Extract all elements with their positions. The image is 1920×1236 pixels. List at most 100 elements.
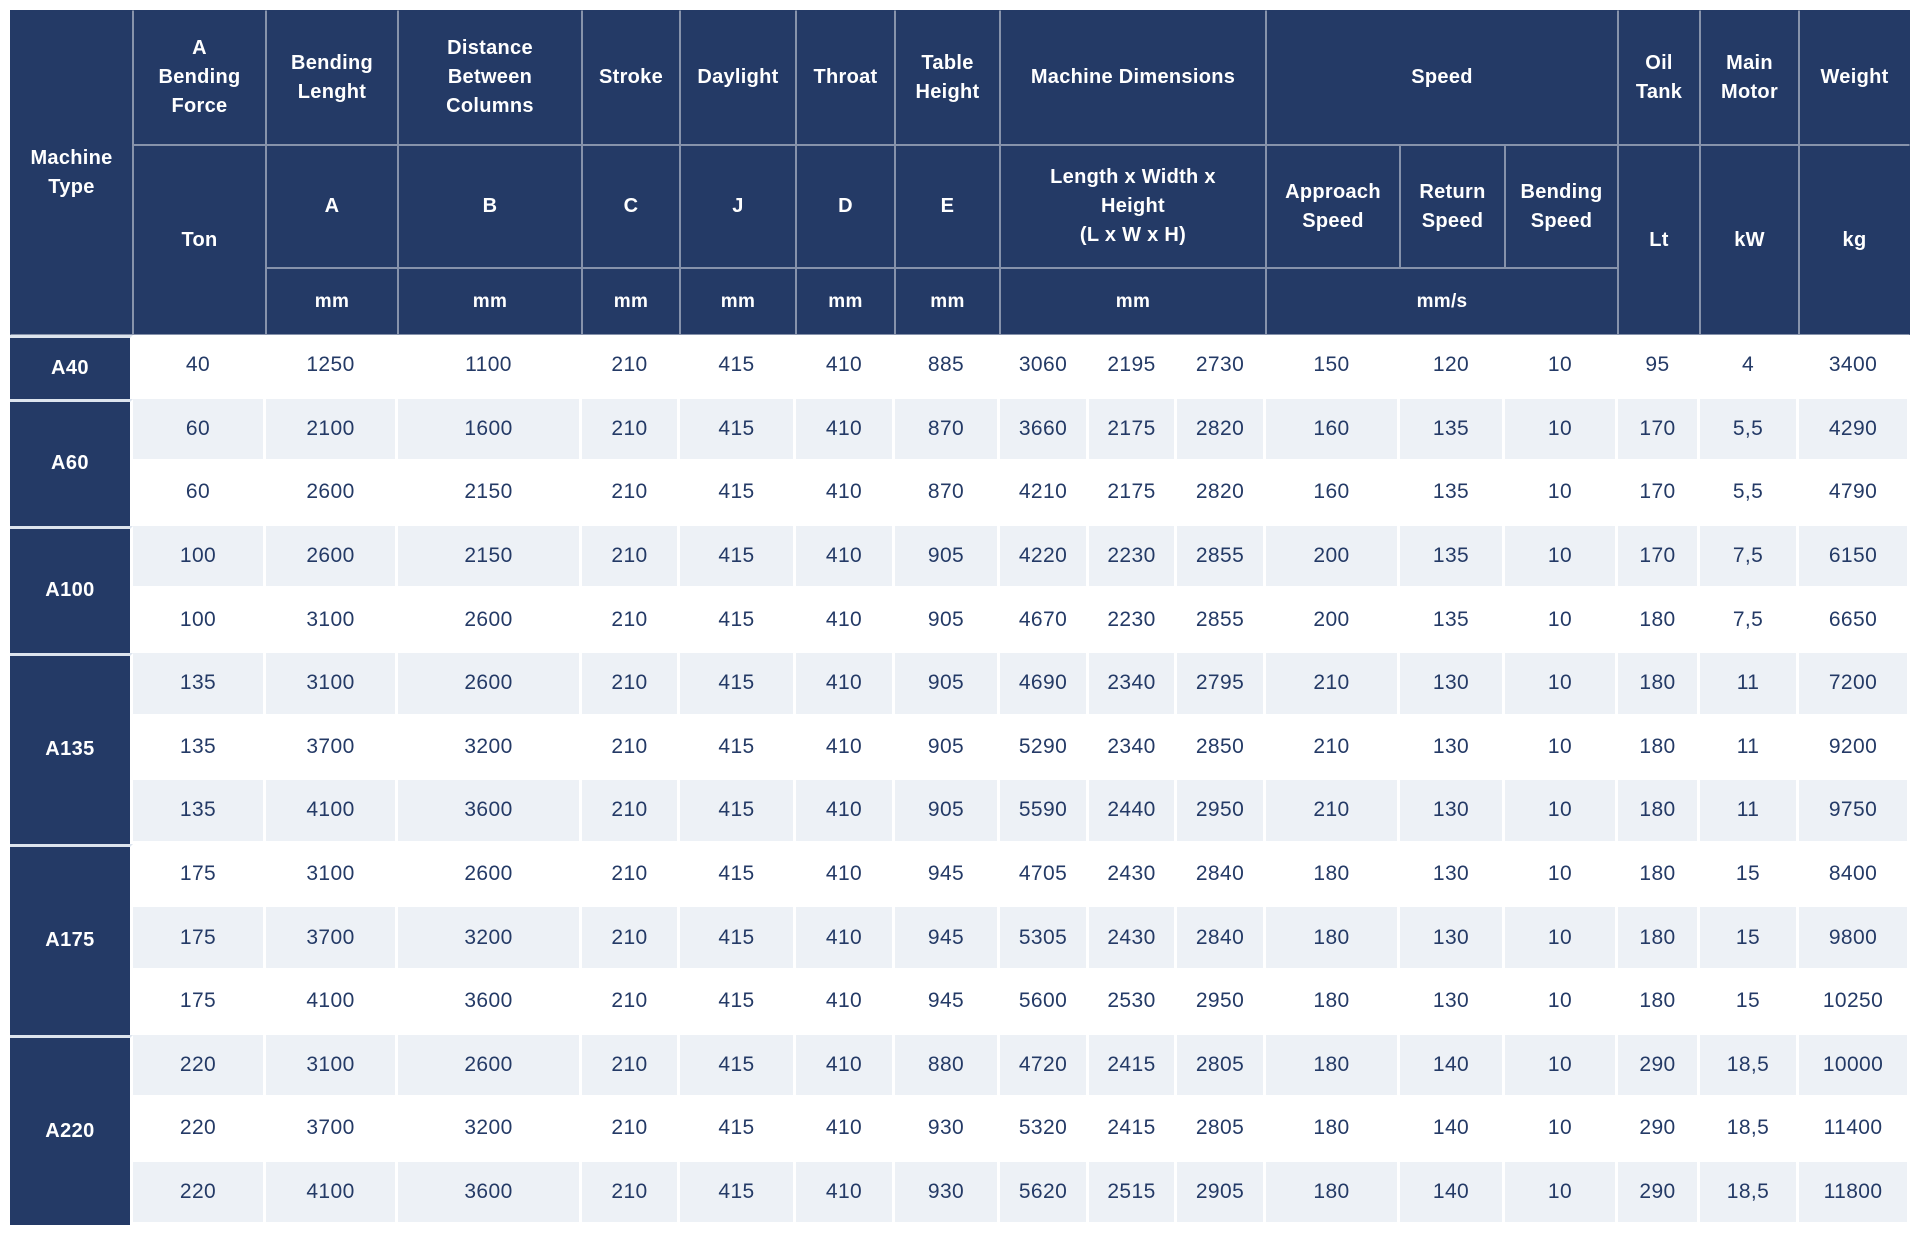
cell-bending-speed: 10 [1505,1161,1619,1226]
cell-table-height-e: 930 [895,1161,1000,1226]
cell-table-height-e: 880 [895,1034,1000,1099]
cell-bending-length-a: 2100 [266,398,398,463]
unit-throat: mm [796,268,895,335]
cell-dim-length: 4220 [1000,525,1089,590]
machine-type-cell-a40: A40 [10,335,133,399]
cell-dim-length: 4720 [1000,1034,1089,1099]
cell-approach-speed: 160 [1266,462,1400,526]
machine-type-cell-a60: A60 [10,398,133,526]
cell-daylight-j: 415 [680,335,796,399]
spec-row-a100-2: 100 3100 2600 210 415 410 905 4670 2230 2855 200 13… [10,589,1911,653]
cell-table-height-e: 870 [895,462,1000,526]
cell-table-height-e: 905 [895,716,1000,781]
cell-return-speed: 130 [1400,843,1505,908]
header-bending-force: A Bending Force [133,10,266,145]
unit-speed: mm/s [1266,268,1619,335]
cell-dim-length: 5620 [1000,1161,1089,1226]
cell-ton: 175 [133,907,266,971]
cell-distance-b: 2600 [398,1034,582,1099]
cell-bending-speed: 10 [1505,462,1619,526]
header-distance-between-columns: Distance Between Columns [398,10,582,145]
cell-dim-width: 2175 [1089,398,1177,463]
subheader-return-speed: Return Speed [1400,145,1505,268]
cell-daylight-j: 415 [680,970,796,1035]
cell-return-speed: 135 [1400,462,1505,526]
cell-oil-tank-lt: 290 [1618,1161,1701,1226]
cell-bending-length-a: 2600 [266,462,398,526]
cell-bending-speed: 10 [1505,652,1619,717]
machine-type-cell-a175: A175 [10,843,133,1035]
cell-bending-length-a: 3700 [266,907,398,971]
subheader-d: D [796,145,895,268]
cell-approach-speed: 210 [1266,780,1400,844]
cell-dim-length: 4690 [1000,652,1089,717]
cell-bending-speed: 10 [1505,335,1619,399]
cell-main-motor-kw: 18,5 [1700,1098,1800,1162]
cell-approach-speed: 210 [1266,652,1400,717]
spec-row-a175-3: 175 4100 3600 210 415 410 945 5600 2530 2950 180 13… [10,970,1911,1035]
cell-throat-d: 410 [796,1034,895,1099]
cell-weight-kg: 6650 [1799,589,1911,653]
cell-dim-height: 2730 [1177,335,1266,399]
cell-return-speed: 140 [1400,1161,1505,1226]
cell-weight-kg: 4290 [1799,398,1911,463]
header-daylight: Daylight [680,10,796,145]
cell-return-speed: 130 [1400,907,1505,971]
header-throat: Throat [796,10,895,145]
cell-stroke-c: 210 [582,335,680,399]
cell-weight-kg: 10000 [1799,1034,1911,1099]
cell-distance-b: 3200 [398,907,582,971]
cell-main-motor-kw: 15 [1700,970,1800,1035]
cell-oil-tank-lt: 170 [1618,398,1701,463]
unit-distance-b: mm [398,268,582,335]
cell-oil-tank-lt: 180 [1618,589,1701,653]
cell-return-speed: 135 [1400,525,1505,590]
cell-dim-width: 2230 [1089,589,1177,653]
cell-stroke-c: 210 [582,652,680,717]
spec-row-a135-1: A135 135 3100 2600 210 415 410 905 4690 2340 2795 2… [10,652,1911,844]
cell-main-motor-kw: 5,5 [1700,462,1800,526]
cell-weight-kg: 6150 [1799,525,1911,590]
cell-main-motor-kw: 15 [1700,843,1800,908]
cell-weight-kg: 8400 [1799,843,1911,908]
cell-distance-b: 2600 [398,843,582,908]
subheader-bending-speed: Bending Speed [1505,145,1619,268]
cell-throat-d: 410 [796,716,895,781]
cell-table-height-e: 945 [895,843,1000,908]
cell-dim-width: 2175 [1089,462,1177,526]
cell-weight-kg: 9750 [1799,780,1911,844]
cell-ton: 220 [133,1161,266,1226]
cell-table-height-e: 905 [895,652,1000,717]
cell-stroke-c: 210 [582,1161,680,1226]
cell-throat-d: 410 [796,1098,895,1162]
cell-table-height-e: 905 [895,525,1000,590]
cell-stroke-c: 210 [582,398,680,463]
machine-spec-table: Machine Type A Bending Force Bending Len… [10,10,1911,1226]
cell-table-height-e: 885 [895,335,1000,399]
spec-row-a175-1: A175 175 3100 2600 210 415 410 945 4705 2430 2840 1… [10,843,1911,1035]
cell-main-motor-kw: 11 [1700,780,1800,844]
cell-main-motor-kw: 4 [1700,335,1800,399]
header-stroke: Stroke [582,10,680,145]
cell-ton: 100 [133,589,266,653]
cell-weight-kg: 11400 [1799,1098,1911,1162]
cell-main-motor-kw: 11 [1700,652,1800,717]
subheader-lt: Lt [1618,145,1701,335]
cell-bending-length-a: 4100 [266,780,398,844]
cell-bending-length-a: 3100 [266,589,398,653]
cell-dim-length: 4670 [1000,589,1089,653]
cell-daylight-j: 415 [680,1034,796,1099]
cell-distance-b: 3200 [398,716,582,781]
cell-dim-width: 2340 [1089,716,1177,781]
cell-stroke-c: 210 [582,843,680,908]
cell-approach-speed: 160 [1266,398,1400,463]
cell-daylight-j: 415 [680,398,796,463]
cell-dim-length: 4210 [1000,462,1089,526]
cell-throat-d: 410 [796,652,895,717]
cell-oil-tank-lt: 180 [1618,716,1701,781]
unit-daylight: mm [680,268,796,335]
cell-dim-width: 2340 [1089,652,1177,717]
cell-throat-d: 410 [796,462,895,526]
cell-dim-width: 2230 [1089,525,1177,590]
cell-table-height-e: 905 [895,780,1000,844]
